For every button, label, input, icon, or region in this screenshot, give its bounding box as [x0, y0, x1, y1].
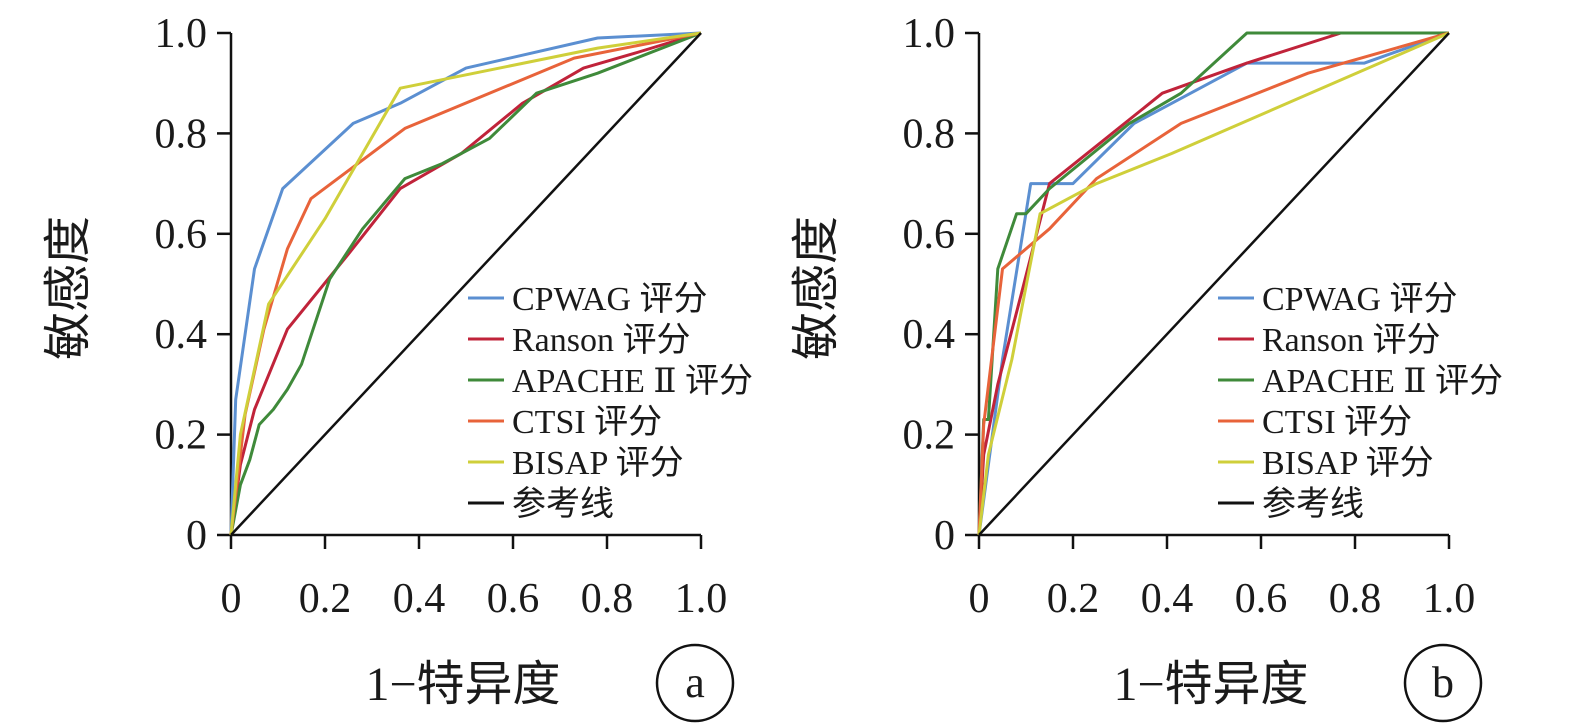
- roc-panel-b: 0 0.2 0.4 0.6 0.8 1.0 0 0.2 0.4 0.6 0.8 1.0 1−特异度 敏感度…: [790, 11, 1503, 723]
- x-tick-label: 0.6: [487, 576, 540, 622]
- series-line-3: [977, 31, 1449, 536]
- roc-panel-a: 0 0.2 0.4 0.6 0.8 1.0 0 0.2 0.4 0.6 0.8 1.0 1−特异度 敏感度…: [42, 11, 753, 723]
- legend-entry: 参考线: [512, 485, 614, 523]
- panel-label-circle: [655, 643, 735, 723]
- x-tick-label: 0.4: [393, 576, 446, 622]
- y-tick-label: 0.6: [155, 212, 208, 258]
- x-tick-label: 0.2: [1047, 576, 1100, 622]
- y-tick-label: 0.2: [155, 413, 208, 459]
- y-tick-label: 0.4: [903, 312, 956, 358]
- y-tick-label: 0.8: [903, 111, 956, 157]
- x-tick-label: 0.4: [1141, 576, 1194, 622]
- x-tick-label: 0.6: [1235, 576, 1288, 622]
- legend-entry: Ranson 评分: [1262, 322, 1441, 359]
- x-tick-label: 0.8: [1329, 576, 1382, 622]
- legend-entry: APACHE Ⅱ 评分: [1262, 363, 1503, 400]
- legend-entry: CTSI 评分: [512, 404, 662, 441]
- legend-entry: 参考线: [1262, 485, 1364, 523]
- series-line-6: [230, 32, 702, 536]
- series-line-5: [229, 31, 702, 536]
- x-tick-label: 0.2: [299, 576, 352, 622]
- legend: CPWAG 评分 Ranson 评分 APACHE Ⅱ 评分 CTSI 评分 BISAP…: [468, 281, 753, 523]
- series-line-4: [977, 31, 1450, 536]
- y-tick-label: 1.0: [155, 11, 208, 57]
- legend-entry: APACHE Ⅱ 评分: [512, 363, 753, 400]
- series-line-1: [229, 31, 702, 536]
- y-tick-label: 1.0: [903, 11, 956, 57]
- y-tick-label: 0.6: [903, 212, 956, 258]
- y-axis-title: 敏感度: [790, 216, 843, 360]
- legend-entry: Ranson 评分: [512, 322, 691, 359]
- series-line-5: [977, 31, 1450, 536]
- y-axis-title: 敏感度: [42, 216, 95, 360]
- x-tick-label: 0: [221, 576, 242, 622]
- y-tick-label: 0.4: [155, 312, 208, 358]
- y-tick-label: 0: [186, 513, 207, 559]
- series-line-3: [229, 31, 702, 536]
- legend-entry: BISAP 评分: [1262, 445, 1434, 482]
- panel-label-circle: [1403, 643, 1483, 723]
- y-tick-label: 0: [934, 513, 955, 559]
- legend-entry: CPWAG 评分: [512, 281, 708, 318]
- legend: CPWAG 评分 Ranson 评分 APACHE Ⅱ 评分 CTSI 评分 BISAP…: [1218, 281, 1503, 523]
- legend-entry: CTSI 评分: [1262, 404, 1412, 441]
- x-axis-title: 1−特异度: [365, 658, 560, 711]
- x-tick-label: 0.8: [581, 576, 634, 622]
- panel-label: b: [1432, 658, 1454, 707]
- series-line-2: [977, 31, 1449, 536]
- x-tick-label: 1.0: [1423, 576, 1476, 622]
- x-tick-label: 1.0: [675, 576, 728, 622]
- series-line-2: [229, 31, 702, 536]
- legend-entry: BISAP 评分: [512, 445, 684, 482]
- y-tick-label: 0.2: [903, 413, 956, 459]
- legend-entry: CPWAG 评分: [1262, 281, 1458, 318]
- series-line-6: [978, 32, 1450, 536]
- x-tick-label: 0: [969, 576, 990, 622]
- y-tick-label: 0.8: [155, 111, 208, 157]
- panel-label: a: [685, 658, 705, 707]
- x-axis-title: 1−特异度: [1113, 658, 1308, 711]
